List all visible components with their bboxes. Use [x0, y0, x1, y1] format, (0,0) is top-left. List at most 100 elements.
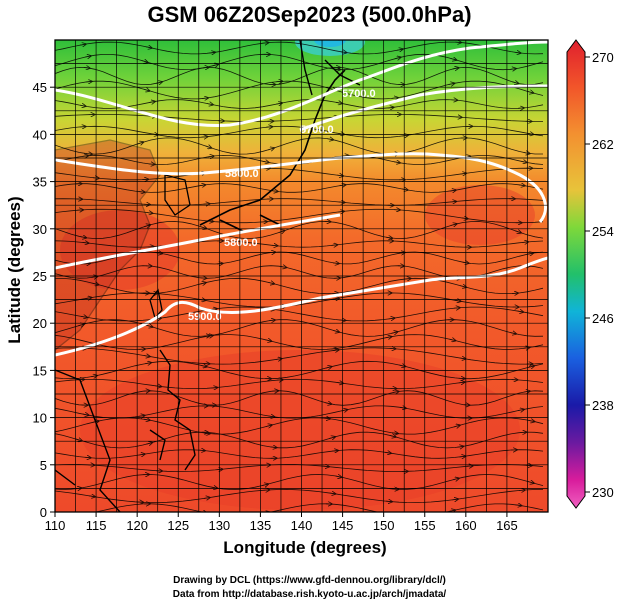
streamline-arrow: [332, 263, 339, 264]
streamline-arrow: [89, 496, 95, 497]
contour-5800-a: [55, 152, 547, 223]
streamline-arrow: [388, 318, 395, 319]
streamline-arrow: [338, 211, 344, 212]
streamline-arrow: [212, 64, 218, 66]
streamline-arrow: [459, 358, 466, 359]
contour-label-5800: 5800.0: [224, 237, 258, 249]
y-tick-label: 45: [33, 80, 47, 95]
streamline-arrow: [528, 366, 534, 368]
x-tick-label: 140: [291, 518, 313, 533]
x-tick-label: 145: [332, 518, 354, 533]
streamline-arrow: [141, 61, 148, 63]
streamline: [55, 240, 544, 248]
streamline-arrow: [450, 224, 457, 226]
streamline-arrow: [77, 514, 83, 515]
map-title: GSM 06Z20Sep2023 (500.0hPa): [147, 2, 472, 27]
contour-label-5900: 5900.0: [188, 311, 222, 323]
streamline-arrow: [84, 457, 91, 458]
streamline-arrow: [523, 153, 530, 154]
streamline-arrow: [387, 107, 394, 108]
streamline-arrow: [461, 218, 468, 219]
streamline-arrow: [199, 283, 206, 285]
lat-lon-grid: [55, 40, 548, 512]
x-axis-ticks: 110 115 120 125 130 135 140 145 150 155 160 165: [45, 512, 518, 533]
streamline-arrow: [452, 68, 459, 69]
streamline-arrow: [209, 52, 215, 53]
streamline-arrow: [138, 454, 145, 455]
colorbar-tick-label: 246: [592, 311, 614, 326]
streamline-arrow: [143, 356, 150, 357]
land-korea: [164, 174, 191, 216]
streamline-arrow: [271, 191, 278, 192]
colorbar-tick-label: 270: [592, 50, 614, 65]
streamline-arrow: [91, 276, 98, 277]
streamline-arrow: [265, 425, 272, 427]
streamline-arrow: [265, 340, 271, 341]
streamline: [55, 99, 544, 109]
streamline-arrow: [75, 439, 82, 441]
streamline-arrow: [83, 67, 90, 68]
credit-dcl: Drawing by DCL (https://www.gfd-dennou.o…: [173, 575, 446, 586]
y-tick-label: 10: [33, 411, 47, 426]
streamline-arrow: [268, 416, 275, 417]
streamline-arrow: [459, 456, 465, 457]
streamline-arrow: [515, 505, 522, 506]
x-tick-label: 155: [414, 518, 436, 533]
x-tick-label: 160: [455, 518, 477, 533]
x-tick-label: 125: [167, 518, 189, 533]
streamline-arrow: [335, 102, 342, 103]
streamline-arrow: [466, 466, 473, 467]
streamline-arrow: [82, 156, 88, 157]
colorbar-bar: [566, 39, 586, 509]
streamline-arrow: [210, 309, 217, 310]
streamline-arrow: [337, 382, 343, 383]
streamline-arrow: [156, 82, 162, 84]
streamline-arrow: [262, 161, 269, 162]
streamline-arrow: [78, 324, 84, 326]
streamline-arrow: [82, 414, 89, 415]
streamline-arrow: [514, 231, 521, 233]
colorbar-tick-label: 238: [592, 398, 614, 413]
colorbar-ticks: 270 262 254 246 238 230: [585, 50, 614, 500]
streamline-arrow: [145, 363, 151, 364]
streamline-arrow: [528, 420, 535, 421]
streamline: [55, 53, 544, 71]
streamline-arrow: [200, 227, 207, 229]
streamline-arrow: [520, 161, 527, 162]
streamline-arrow: [449, 510, 455, 511]
streamline-arrow: [198, 450, 205, 451]
streamline-arrow: [385, 337, 392, 338]
streamline: [55, 417, 544, 435]
streamline-arrow: [266, 127, 272, 128]
streamline-arrow: [527, 253, 533, 254]
streamline-arrow: [335, 476, 342, 477]
streamline-arrow: [211, 388, 217, 389]
streamline-arrow: [201, 137, 208, 138]
x-tick-label: 130: [208, 518, 230, 533]
contour-5700-b: [299, 84, 548, 132]
streamline-arrow: [323, 418, 330, 419]
streamline-arrow: [84, 56, 91, 57]
streamline: [55, 334, 544, 350]
streamline-arrow: [386, 237, 392, 238]
streamline-arrow: [280, 266, 286, 267]
streamline-arrow: [514, 52, 521, 53]
streamline-arrow: [394, 57, 401, 59]
streamline: [93, 503, 544, 512]
streamline-arrow: [396, 49, 403, 50]
streamline-arrow: [517, 409, 524, 410]
x-axis-label: Longitude (degrees): [223, 538, 387, 557]
streamline-arrow: [518, 185, 525, 186]
streamline-arrow: [268, 320, 275, 321]
streamline-arrow: [401, 189, 408, 190]
y-tick-label: 40: [33, 127, 47, 142]
y-tick-label: 15: [33, 363, 47, 378]
streamline-arrow: [278, 231, 285, 233]
y-tick-label: 35: [33, 175, 47, 190]
streamline-arrow: [146, 212, 153, 213]
streamline-arrow: [509, 69, 516, 70]
streamline: [55, 488, 544, 504]
streamline-arrow: [338, 202, 345, 203]
streamline-arrow: [517, 311, 523, 312]
streamline-arrow: [394, 162, 400, 163]
